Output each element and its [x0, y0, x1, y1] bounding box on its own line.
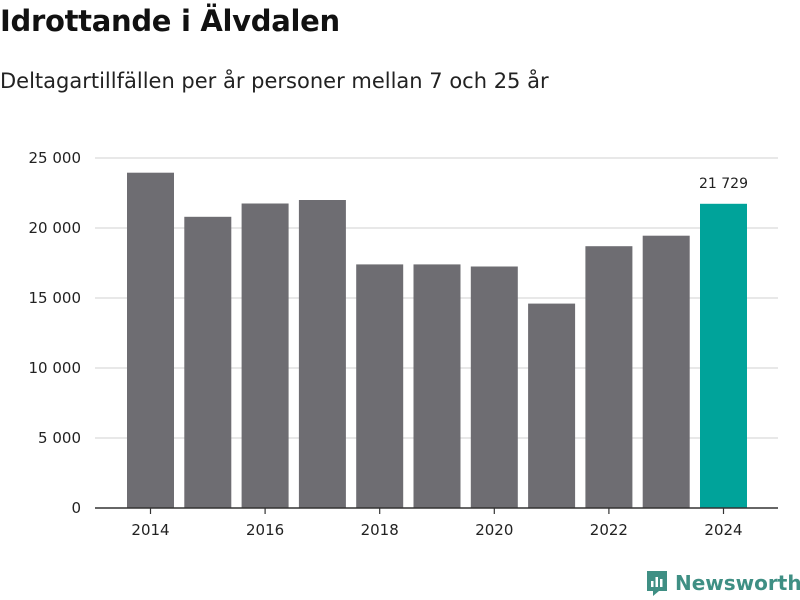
y-tick-label: 10 000 [29, 359, 82, 377]
x-tick-label: 2020 [475, 521, 513, 539]
bar [700, 203, 747, 508]
chart-subtitle: Deltagartillfällen per år personer mella… [0, 69, 549, 93]
brand-name: Newsworthy [675, 571, 800, 595]
x-tick-label: 2024 [704, 521, 742, 539]
y-tick-label: 15 000 [29, 289, 82, 307]
newsworthy-logo-icon [647, 571, 667, 596]
bar [356, 264, 404, 508]
x-tick-label: 2016 [246, 521, 284, 539]
data-label: 21 729 [699, 176, 748, 192]
brand-logo: Newsworthy [645, 569, 800, 597]
chart-title: Idrottande i Älvdalen [0, 4, 340, 38]
x-tick-label: 2014 [131, 521, 169, 539]
bar [241, 203, 289, 508]
bar [585, 246, 633, 508]
x-tick-label: 2018 [361, 521, 399, 539]
bar [528, 303, 576, 508]
y-tick-label: 25 000 [29, 149, 82, 167]
bar [298, 200, 346, 508]
bar [642, 235, 690, 508]
y-tick-label: 0 [71, 499, 81, 517]
x-tick-label: 2022 [590, 521, 628, 539]
bar [127, 172, 174, 508]
y-tick-label: 5 000 [38, 429, 81, 447]
bar [413, 264, 461, 508]
bar [184, 216, 232, 509]
bar [470, 266, 518, 508]
y-tick-label: 20 000 [29, 219, 82, 237]
